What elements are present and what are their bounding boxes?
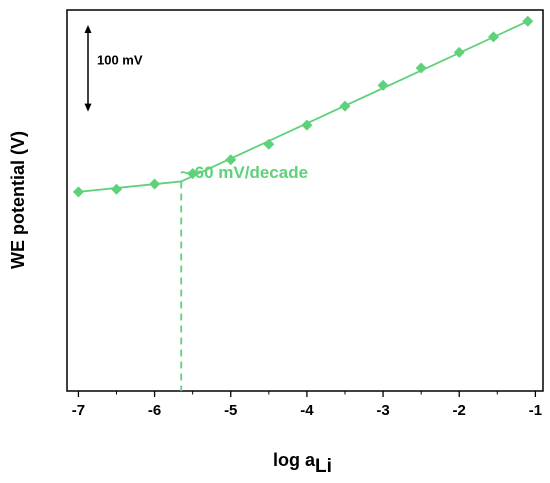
data-point-3 xyxy=(149,178,161,190)
slope-annotation: ~ 60 mV/decade xyxy=(180,163,308,182)
data-point-10 xyxy=(415,62,427,74)
data-point-13 xyxy=(522,15,534,27)
fit-lines xyxy=(78,20,529,391)
x-tick-label: -7 xyxy=(72,402,85,419)
fit-line-1 xyxy=(78,180,182,193)
scale-bar-label: 100 mV xyxy=(97,52,143,67)
scale-bar: 100 mV xyxy=(84,25,143,112)
scale-bar-arrow-down xyxy=(84,103,92,112)
x-tick-label: -1 xyxy=(529,402,542,419)
y-axis-title: WE potential (V) xyxy=(8,131,28,269)
data-point-5 xyxy=(225,154,237,166)
x-tick-label: -6 xyxy=(148,402,161,419)
data-point-1 xyxy=(72,186,84,198)
data-point-8 xyxy=(339,100,351,112)
x-tick-label: -5 xyxy=(224,402,237,419)
data-point-9 xyxy=(377,79,389,91)
data-markers xyxy=(72,15,534,198)
fit-line-2 xyxy=(180,20,529,183)
scale-bar-arrow-up xyxy=(84,25,92,33)
data-point-6 xyxy=(263,138,275,150)
x-tick-label: -2 xyxy=(453,402,466,419)
data-point-7 xyxy=(301,119,313,131)
data-point-12 xyxy=(487,31,499,43)
data-point-11 xyxy=(453,46,465,58)
x-axis-title-subscript: Li xyxy=(315,456,332,477)
x-tick-label: -3 xyxy=(376,402,389,419)
x-axis-title: log aLi xyxy=(273,450,332,477)
x-tick-label: -4 xyxy=(300,402,314,419)
x-axis-ticks: -7 -6 -5 -4 -3 -2 -1 xyxy=(72,391,542,419)
data-point-2 xyxy=(111,183,123,195)
x-axis-title-main: log a xyxy=(273,450,316,470)
plot-frame xyxy=(66,9,544,392)
data-point-4 xyxy=(187,168,199,180)
